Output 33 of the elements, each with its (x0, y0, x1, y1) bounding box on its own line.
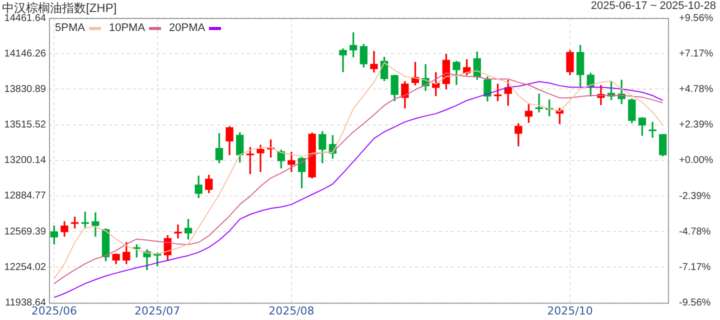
chart-title: 中汉棕榈油指数[ZHP] (2, 0, 117, 15)
candlestick (256, 144, 264, 172)
candlestick (339, 48, 347, 72)
candlestick (370, 51, 378, 72)
x-tick-label: 2025/08 (268, 304, 314, 318)
y-tick-label: 13200.14 (4, 155, 46, 166)
y-tick-label: 13830.89 (4, 84, 46, 95)
y-tick-label: 14146.26 (4, 48, 46, 60)
y-tick-label: 12254.02 (4, 262, 46, 273)
y2-tick-label: -9.56% (679, 298, 711, 309)
candlestick (535, 94, 543, 112)
candlestick (92, 212, 100, 237)
candlestick (648, 122, 656, 138)
y2-tick-label: -2.39% (679, 190, 711, 202)
y2-tick-label: -4.78% (679, 226, 711, 238)
y2-tick-label: +9.56% (679, 12, 714, 24)
x-tick-label: 2025/07 (134, 304, 180, 318)
y2-tick-label: -7.17% (679, 262, 711, 273)
chart-subtitle: 2025-06-17 ~ 2025-10-28 (590, 0, 716, 12)
y2-tick-label: +4.78% (679, 84, 714, 95)
y2-tick-label: +0.00% (679, 155, 714, 166)
legend-label: 20PMA (169, 22, 206, 34)
x-tick-label: 2025/06 (31, 304, 78, 318)
y-tick-label: 12884.77 (4, 190, 46, 202)
y-tick-label: 13515.52 (4, 120, 46, 131)
y2-tick-label: +7.17% (679, 48, 714, 60)
y-tick-label: 12569.39 (4, 226, 46, 238)
x-tick-label: 2025/10 (547, 304, 593, 318)
candlestick (174, 224, 182, 238)
y2-tick-label: +2.39% (679, 120, 714, 131)
legend-label: 10PMA (108, 22, 146, 34)
legend-label: 5PMA (55, 22, 85, 34)
y-tick-label: 14461.64 (4, 12, 46, 24)
